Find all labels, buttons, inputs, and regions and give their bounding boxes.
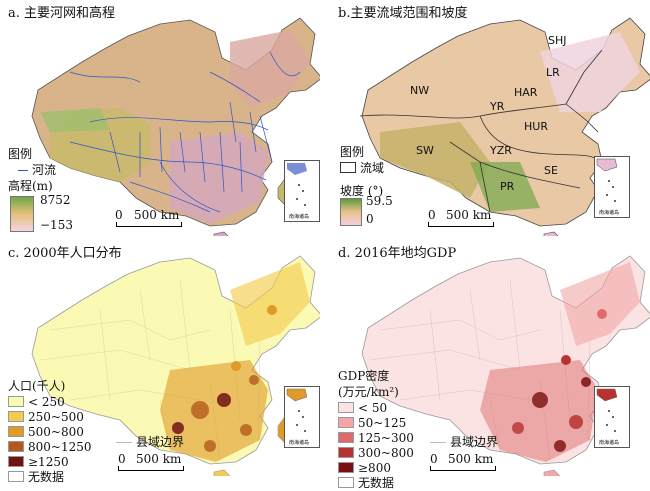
- county-border-line-icon: [430, 442, 446, 443]
- legend-swatch: [8, 456, 24, 467]
- legend-swatch: [338, 417, 354, 428]
- legend-class-5: ≥800: [338, 460, 414, 475]
- basin-boundaries: [359, 49, 603, 213]
- panel-c-title: c. 2000年人口分布: [8, 246, 122, 261]
- elevation-ramp: [10, 196, 34, 232]
- legend-class-1: < 250: [8, 394, 92, 409]
- basin-swatch-icon: [340, 162, 356, 173]
- panel-a-legend: 图例 河流 高程(m): [8, 146, 56, 194]
- scale-zero: 0: [428, 208, 436, 222]
- legend-swatch: [8, 441, 24, 452]
- legend-class-4: 300~800: [338, 445, 414, 460]
- legend-class-4: 800~1250: [8, 439, 92, 454]
- south-china-sea-inset: 南海诸岛: [594, 156, 630, 218]
- legend-class-3: 500~800: [8, 424, 92, 439]
- basin-label-nw: NW: [410, 84, 430, 97]
- legend-swatch: [338, 432, 354, 443]
- scale-bar: [430, 466, 496, 471]
- basin-legend-row: 流域: [340, 160, 384, 175]
- legend-swatch: [338, 477, 354, 488]
- county-border-legend: 县域边界: [430, 434, 498, 450]
- legend-swatch: [8, 396, 24, 407]
- population-legend: 人口(千人) < 250 250~500 500~800 800~1250 ≥1…: [8, 378, 92, 484]
- south-china-sea-inset: 南海诸岛: [284, 160, 320, 222]
- scale-label: 500 km: [136, 452, 182, 466]
- map-b: [359, 17, 650, 236]
- scale-zero: 0: [115, 208, 123, 222]
- basin-label-hur: HUR: [524, 120, 548, 133]
- elevation-max-label: 8752: [40, 193, 71, 207]
- slope-max-label: 59.5: [366, 194, 393, 208]
- slope-legend-title: 坡度 (°): [340, 184, 384, 198]
- scale-label: 500 km: [134, 208, 180, 222]
- south-china-sea-inset: 南海诸岛: [594, 386, 630, 448]
- legend-class-3: 125~300: [338, 430, 414, 445]
- legend-class-5: ≥1250: [8, 454, 92, 469]
- legend-swatch: [338, 447, 354, 458]
- basin-label-lr: LR: [546, 66, 560, 79]
- inset-label: 南海诸岛: [599, 440, 620, 446]
- inset-map: [596, 388, 618, 432]
- legend-class-1: < 50: [338, 400, 414, 415]
- legend-header: 图例: [8, 147, 33, 161]
- legend-class-2: 250~500: [8, 409, 92, 424]
- scale-zero: 0: [430, 452, 438, 466]
- river-legend-label: 河流: [8, 162, 56, 178]
- panel-a-title: a. 主要河网和高程: [8, 6, 116, 21]
- panel-a-rivers-elevation: a. 主要河网和高程 图例 河流 高程(m) 8752 −153 0 500 k…: [0, 0, 320, 236]
- inset-map: [286, 388, 308, 432]
- elevation-legend-title: 高程(m): [8, 179, 53, 193]
- inset-map: [287, 163, 307, 206]
- elevation-min-label: −153: [40, 218, 73, 232]
- panel-b-basins-slope: b.主要流域范围和坡度 SHJ LR HAR NW YR HUR SW YZR …: [330, 0, 650, 236]
- basin-label-pr: PR: [500, 180, 515, 193]
- scale-label: 500 km: [448, 452, 494, 466]
- scale-bar: [428, 222, 494, 227]
- basin-label-shj: SHJ: [548, 34, 567, 47]
- legend-swatch: [8, 471, 24, 482]
- panel-b-legend: 图例 流域 坡度 (°): [340, 144, 384, 199]
- south-china-sea-inset: 南海诸岛: [284, 386, 320, 448]
- basin-label-yzr: YZR: [490, 144, 512, 157]
- map-d: [361, 255, 650, 476]
- county-border-line-icon: [116, 442, 132, 443]
- panel-b-title: b.主要流域范围和坡度: [338, 6, 468, 21]
- gdp-hotspots: [512, 309, 607, 452]
- basin-label-sw: SW: [416, 144, 434, 157]
- scale-zero: 0: [118, 452, 126, 466]
- legend-swatch: [338, 462, 354, 473]
- inset-map: [596, 158, 618, 202]
- legend-class-2: 50~125: [338, 415, 414, 430]
- panel-d-gdp-density: d. 2016年地均GDP GDP密度 (万元/km²) < 50 50~125…: [330, 240, 650, 490]
- river-legend-line-icon: [18, 170, 28, 171]
- legend-class-nodata: 无数据: [338, 475, 414, 490]
- gdp-legend: GDP密度 (万元/km²) < 50 50~125 125~300 300~8…: [338, 368, 414, 490]
- legend-swatch: [8, 426, 24, 437]
- panel-d-title: d. 2016年地均GDP: [338, 246, 457, 261]
- scale-bar: [118, 466, 184, 471]
- inset-label: 南海诸岛: [289, 440, 310, 446]
- legend-swatch: [338, 402, 354, 413]
- population-hotspots: [172, 305, 277, 452]
- gdp-legend-title: GDP密度: [338, 369, 390, 383]
- scale-bar: [116, 222, 182, 227]
- basin-label-har: HAR: [514, 86, 538, 99]
- population-legend-title: 人口(千人): [8, 379, 66, 393]
- map-a: [31, 17, 320, 236]
- inset-label: 南海诸岛: [599, 210, 620, 216]
- inset-label: 南海诸岛: [289, 214, 310, 220]
- slope-ramp: [340, 198, 362, 226]
- map-c: [31, 255, 320, 476]
- panel-c-population: c. 2000年人口分布 人口(千人) < 250 250~500 500~80…: [0, 240, 320, 484]
- legend-header: 图例: [340, 145, 365, 159]
- county-border-legend: 县域边界: [116, 434, 184, 450]
- gdp-legend-unit: (万元/km²): [338, 385, 399, 399]
- legend-swatch: [8, 411, 24, 422]
- slope-min-label: 0: [366, 212, 374, 226]
- scale-label: 500 km: [446, 208, 492, 222]
- river-network: [69, 51, 301, 213]
- basin-label-se: SE: [544, 164, 558, 177]
- basin-label-yr: YR: [490, 100, 505, 113]
